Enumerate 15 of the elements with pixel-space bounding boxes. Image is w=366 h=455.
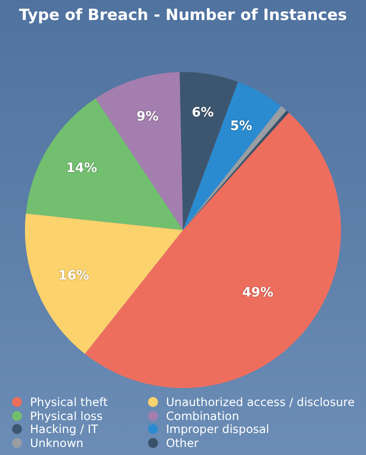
data-label: 6% (192, 106, 214, 121)
data-label: 5% (230, 119, 252, 134)
legend-label: Improper disposal (166, 422, 270, 436)
data-label: 9% (136, 109, 159, 124)
data-label: 14% (66, 160, 98, 176)
legend-label: Physical theft (30, 395, 108, 409)
data-label: 49% (242, 286, 274, 301)
legend-label: Physical loss (30, 408, 103, 422)
data-label: 16% (58, 268, 90, 284)
legend-label: Unknown (30, 436, 84, 450)
chart-title: Type of Breach - Number of Instances (18, 6, 348, 24)
legend-label: Combination (166, 408, 240, 422)
legend-label: Other (166, 436, 199, 450)
legend-label: Unauthorized access / disclosure (166, 395, 355, 409)
legend-label: Hacking / IT (30, 422, 98, 436)
